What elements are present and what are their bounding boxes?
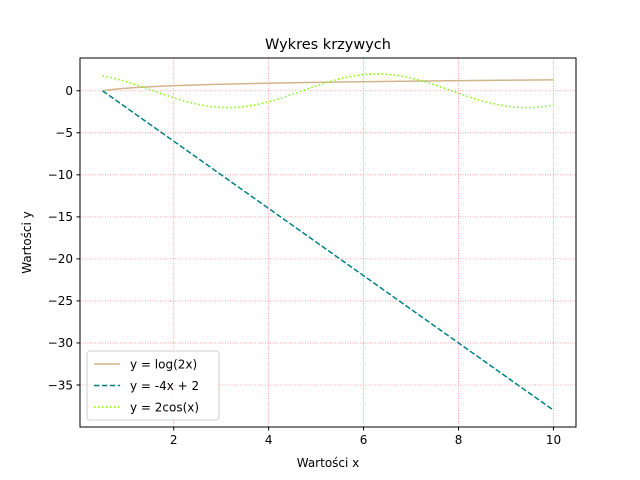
- y-tick-label: −20: [48, 252, 73, 266]
- y-tick-label: −35: [48, 378, 73, 392]
- x-tick-label: 6: [360, 433, 368, 447]
- plot-frame: [79, 57, 577, 428]
- y-tick-label: −5: [55, 126, 73, 140]
- legend: y = log(2x) y = -4x + 2 y = 2cos(x): [86, 350, 220, 421]
- x-tick-label: 2: [170, 433, 178, 447]
- series-line-0: [102, 79, 554, 92]
- legend-label: y = -4x + 2: [130, 379, 199, 393]
- y-tick-label: −30: [48, 336, 73, 350]
- y-tick-label: 0: [65, 84, 73, 98]
- x-tick-label: 4: [265, 433, 273, 447]
- legend-label: y = 2cos(x): [130, 400, 199, 414]
- series-group: [102, 73, 554, 411]
- chart-title: Wykres krzywych: [265, 37, 391, 53]
- x-tick-label: 10: [546, 433, 561, 447]
- y-tick-label: −25: [48, 294, 73, 308]
- legend-label: y = log(2x): [130, 357, 197, 371]
- x-axis-label: Wartości x: [297, 456, 360, 470]
- y-tick-label: −15: [48, 210, 73, 224]
- y-axis-label: Wartości y: [20, 211, 34, 274]
- legend-box: [86, 350, 220, 421]
- x-tick-label: 8: [455, 433, 463, 447]
- series-line-1: [102, 90, 554, 411]
- series-line-2: [102, 73, 554, 109]
- ticks: 2 4 6 8 10 0 −5 −10 −15 −20 −25 −30 −35: [48, 84, 561, 447]
- y-tick-label: −10: [48, 168, 73, 182]
